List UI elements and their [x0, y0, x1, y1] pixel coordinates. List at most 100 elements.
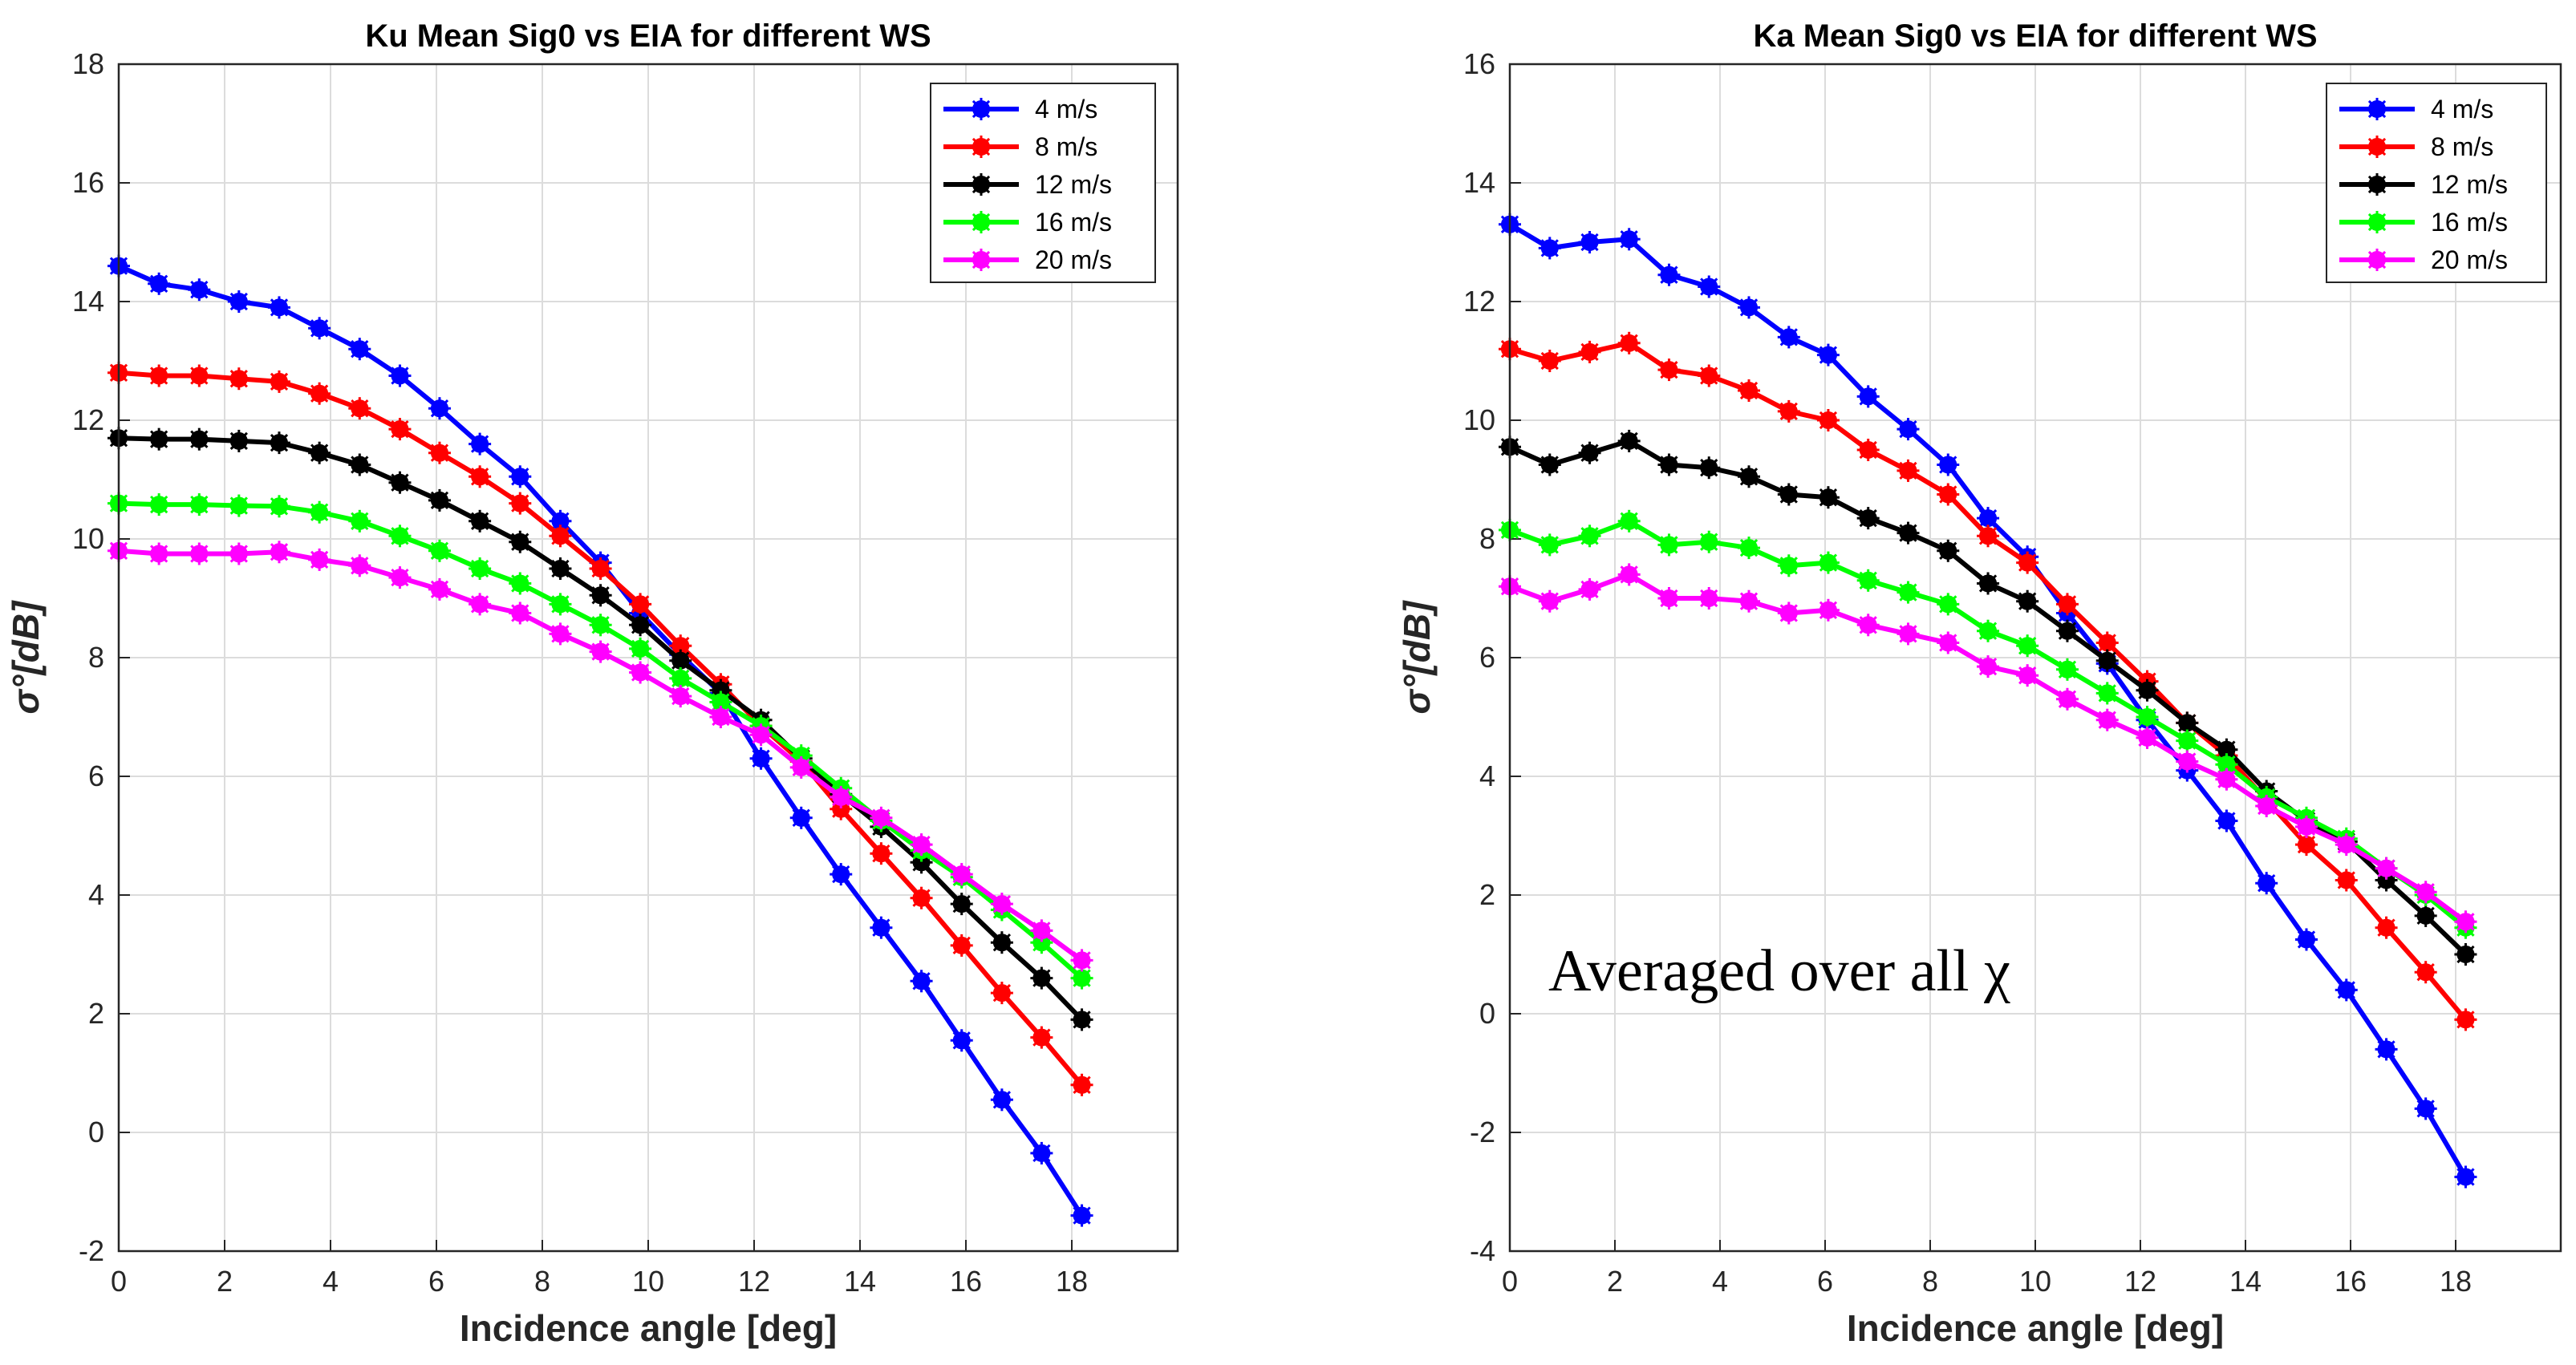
- ka-series-20-m-s-point: [1578, 577, 1601, 601]
- ku-series-4-m-s-point: [830, 863, 853, 886]
- ku-series-12-m-s-point: [549, 557, 572, 580]
- ka-series-20-m-s-point: [2176, 750, 2199, 773]
- ka-legend-label: 20 m/s: [2431, 245, 2508, 274]
- ka-x-tick-label: 12: [2124, 1265, 2156, 1298]
- ka-series-12-m-s-point: [1738, 465, 1761, 488]
- ka-series-20-m-s-point: [1777, 601, 1800, 625]
- ku-series-20-m-s-point: [1070, 949, 1093, 972]
- ku-series-20-m-s-point: [549, 622, 572, 646]
- ka-series-16-m-s-point: [1777, 554, 1800, 577]
- ku-series-20-m-s-point: [509, 601, 532, 625]
- ka-series-20-m-s-point: [2016, 664, 2039, 687]
- ka-chart-panel: Ka Mean Sig0 vs EIA for different WS Inc…: [1396, 18, 2562, 1349]
- ku-legend-item: 8 m/s: [943, 132, 1097, 161]
- ka-series-20-m-s-point: [2375, 857, 2398, 880]
- ku-series-16-m-s-point: [267, 495, 290, 518]
- ku-series-16-m-s-point: [549, 593, 572, 616]
- ku-series-8-m-s-point: [348, 397, 371, 420]
- ku-series-16-m-s-point: [589, 614, 612, 637]
- ku-series-8-m-s-point: [549, 525, 572, 548]
- ka-series-20-m-s-point: [2294, 815, 2318, 838]
- ka-legend-marker: [2366, 211, 2388, 233]
- ku-legend-marker: [970, 98, 992, 120]
- ka-series-8-m-s-point: [1777, 399, 1800, 423]
- ka-y-tick-label: -2: [1470, 1116, 1495, 1148]
- ka-legend-marker: [2366, 249, 2388, 271]
- ka-series-group: [1499, 213, 2477, 1189]
- ku-series-4-m-s-point: [950, 1029, 973, 1052]
- ka-series-8-m-s-point: [1578, 340, 1601, 363]
- ka-series-16-m-s-point: [1977, 619, 2000, 642]
- ku-series-16-m-s-point: [428, 539, 451, 562]
- ku-series-4-m-s-point: [509, 465, 532, 488]
- ka-series-20-m-s-point: [1937, 631, 1960, 654]
- ka-legend-item: 4 m/s: [2339, 95, 2493, 124]
- ka-series-8-m-s-point: [1538, 350, 1561, 372]
- ka-series-4-m-s-point: [1738, 296, 1761, 319]
- ka-series-20-m-s-point: [2215, 768, 2238, 791]
- ka-series-4-m-s-point: [2294, 928, 2318, 951]
- ka-y-tick-label: 6: [1479, 641, 1495, 674]
- ku-y-tick-label: 18: [72, 47, 104, 80]
- ka-series-20-m-s-point: [1856, 614, 1880, 637]
- ka-series-16-m-s-point: [2176, 729, 2199, 752]
- ku-series-4-m-s-point: [308, 317, 331, 340]
- ku-legend-label: 20 m/s: [1035, 245, 1112, 274]
- ku-series-20-m-s-point: [589, 640, 612, 663]
- ka-series-16-m-s-point: [1578, 525, 1601, 548]
- ku-legend-label: 8 m/s: [1035, 132, 1097, 161]
- ku-legend-marker: [970, 136, 992, 158]
- ku-series-4-m-s-point: [990, 1088, 1013, 1112]
- ka-series-16-m-s-point: [1816, 551, 1840, 574]
- ka-x-tick-label: 10: [2019, 1265, 2051, 1298]
- ku-series-12-m-s-point: [589, 584, 612, 607]
- ka-series-16-m-s-point: [2095, 682, 2119, 705]
- ku-series-20-m-s-point: [789, 755, 813, 779]
- ka-chart-title: Ka Mean Sig0 vs EIA for different WS: [1753, 18, 2317, 54]
- ku-series-8-m-s-point: [469, 465, 492, 488]
- ku-series-16-m-s-point: [348, 509, 371, 533]
- ku-series-12-m-s-point: [227, 429, 250, 452]
- ku-series-12-m-s-point: [629, 614, 652, 637]
- ku-x-tick-label: 6: [428, 1265, 444, 1298]
- ku-legend-marker: [970, 249, 992, 271]
- ku-series-4-m-s-point: [388, 364, 412, 387]
- ka-series-4-m-s-point: [1657, 263, 1681, 286]
- ka-series-20-m-s-point: [2095, 708, 2119, 731]
- ka-series-20-m-s-point: [1738, 589, 1761, 613]
- ku-series-8-m-s-point: [1070, 1073, 1093, 1096]
- ku-series-16-m-s-point: [709, 691, 732, 714]
- ka-series-20-m-s-point: [1897, 622, 1920, 646]
- ka-y-tick-label: 14: [1463, 166, 1495, 199]
- ku-y-tick-label: 6: [88, 759, 104, 792]
- ku-series-20-m-s-point: [428, 577, 451, 601]
- ku-x-tick-label: 8: [534, 1265, 550, 1298]
- ka-y-tick-label: 16: [1463, 47, 1495, 80]
- ka-series-4-m-s-point: [1816, 343, 1840, 367]
- ku-series-4-m-s-point: [910, 970, 933, 993]
- ku-series-12-m-s-point: [950, 893, 973, 916]
- ku-series-12-m-s-point: [148, 427, 171, 451]
- ku-x-tick-label: 4: [323, 1265, 339, 1298]
- ka-series-12-m-s-point: [2454, 943, 2477, 966]
- ku-series-20-m-s-point: [950, 863, 973, 886]
- ku-series-20-m-s-point: [749, 723, 773, 747]
- ku-series-8-m-s-point: [308, 382, 331, 405]
- ku-series-12-m-s-point: [669, 649, 692, 672]
- ka-series-20-m-s-point: [1538, 589, 1561, 613]
- ku-series-8-m-s-point: [188, 364, 211, 387]
- ka-x-tick-label: 18: [2440, 1265, 2472, 1298]
- ka-x-tick-label: 8: [1922, 1265, 1938, 1298]
- ka-series-12-m-s-point: [2055, 619, 2079, 642]
- ka-legend-item: 16 m/s: [2339, 208, 2508, 237]
- ku-series-4-m-s-point: [749, 747, 773, 770]
- ka-series-20-m-s-point: [1657, 587, 1681, 610]
- ka-series-4-m-s-point: [1698, 275, 1721, 298]
- ka-series-16-m-s-point: [1617, 509, 1641, 533]
- ka-series-20-m-s-point: [1617, 563, 1641, 586]
- ku-y-tick-label: 0: [88, 1116, 104, 1148]
- ku-series-8-m-s-point: [990, 982, 1013, 1005]
- ku-y-tick-label: 2: [88, 997, 104, 1030]
- ka-legend-item: 8 m/s: [2339, 132, 2493, 161]
- ka-series-4-m-s-point: [1538, 237, 1561, 260]
